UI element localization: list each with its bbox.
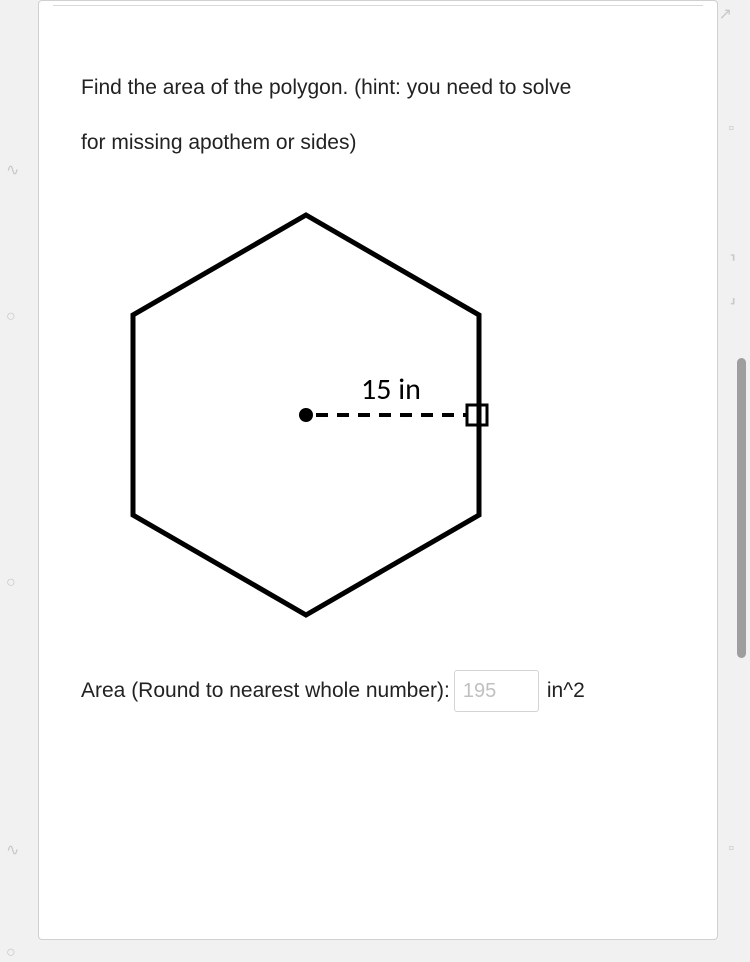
instruction-line-1: Find the area of the polygon. (hint: you… [81,76,571,99]
top-divider [53,5,703,6]
instruction-line-2: for missing apothem or sides) [81,131,356,154]
answer-prompt: Area (Round to nearest whole number): [81,679,450,703]
hexagon-diagram: 15 in [91,180,531,650]
content-area: Find the area of the polygon. (hint: you… [81,61,675,712]
apothem-label: 15 in [361,371,421,408]
answer-input[interactable] [454,670,539,712]
hexagon-svg [91,180,531,650]
answer-row: Area (Round to nearest whole number): in… [81,670,675,712]
left-margin-decorations: ∿ ○ ○ ∿ ○ [0,0,30,959]
answer-unit: in^2 [547,679,585,703]
question-card: Find the area of the polygon. (hint: you… [38,0,718,940]
center-point [299,408,313,422]
right-margin-decorations: ↗ ▫ ⸣ ⸥ ▫ [720,0,750,959]
instruction-text: Find the area of the polygon. (hint: you… [81,61,675,170]
